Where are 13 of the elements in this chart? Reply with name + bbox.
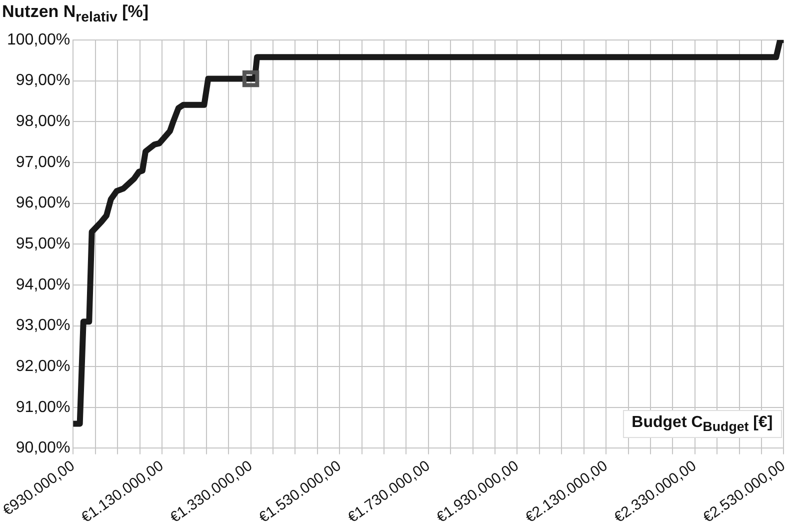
y-tick-label: 100,00% — [6, 31, 70, 48]
y-tick-label: 90,00% — [16, 440, 70, 457]
x-axis-title: Budget C$_{Budget}$ [€] — [622, 410, 782, 438]
y-tick-label: 95,00% — [16, 236, 70, 253]
chart-title: Nutzen N$_{relativ}$ [%] — [2, 2, 149, 26]
y-tick-label: 97,00% — [16, 154, 70, 171]
y-tick-label: 91,00% — [16, 398, 70, 416]
y-tick-label: 96,00% — [16, 194, 70, 212]
y-tick-label: 93,00% — [16, 317, 70, 334]
y-tick-label: 99,00% — [16, 72, 70, 90]
y-tick-label: 92,00% — [16, 358, 70, 375]
y-tick-label: 98,00% — [16, 113, 70, 130]
y-tick-label: 94,00% — [16, 276, 70, 294]
